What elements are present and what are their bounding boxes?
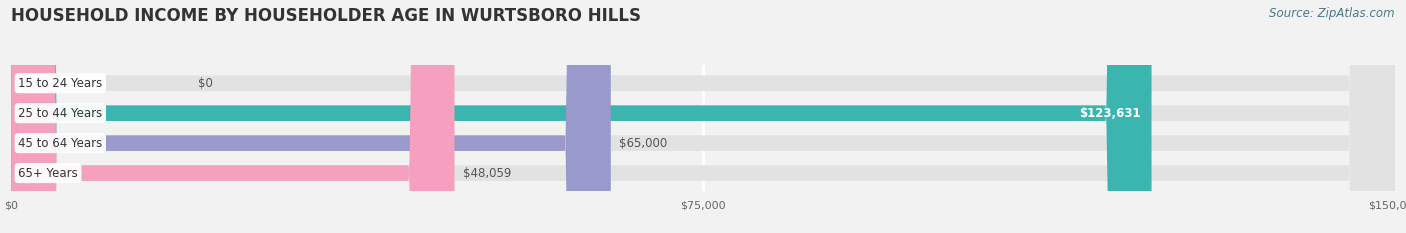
FancyBboxPatch shape: [11, 0, 610, 233]
Text: $48,059: $48,059: [463, 167, 512, 180]
Text: $65,000: $65,000: [619, 137, 668, 150]
Text: 25 to 44 Years: 25 to 44 Years: [18, 107, 103, 120]
Text: $123,631: $123,631: [1078, 107, 1140, 120]
Text: 15 to 24 Years: 15 to 24 Years: [18, 77, 103, 90]
Text: 45 to 64 Years: 45 to 64 Years: [18, 137, 103, 150]
FancyBboxPatch shape: [11, 0, 1395, 233]
FancyBboxPatch shape: [11, 0, 1395, 233]
FancyBboxPatch shape: [11, 0, 1395, 233]
FancyBboxPatch shape: [11, 0, 454, 233]
FancyBboxPatch shape: [11, 0, 1152, 233]
Text: 65+ Years: 65+ Years: [18, 167, 77, 180]
Text: $0: $0: [198, 77, 212, 90]
Text: HOUSEHOLD INCOME BY HOUSEHOLDER AGE IN WURTSBORO HILLS: HOUSEHOLD INCOME BY HOUSEHOLDER AGE IN W…: [11, 7, 641, 25]
FancyBboxPatch shape: [11, 0, 1395, 233]
Text: Source: ZipAtlas.com: Source: ZipAtlas.com: [1270, 7, 1395, 20]
